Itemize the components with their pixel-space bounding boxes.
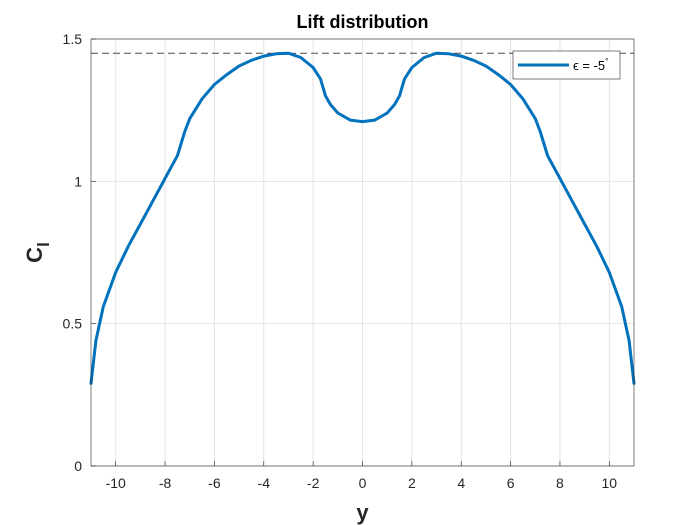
y-tick-label: 1.5: [63, 31, 83, 47]
x-tick-label: 10: [602, 475, 618, 491]
y-tick-label: 0.5: [63, 316, 83, 332]
x-tick-label: -8: [159, 475, 172, 491]
y-tick-label: 1: [74, 173, 82, 189]
x-tick-label: 6: [507, 475, 515, 491]
x-tick-label: 0: [359, 475, 367, 491]
x-tick-label: -4: [258, 475, 271, 491]
legend-label: ϵ = -5°: [573, 57, 608, 73]
y-tick-label: 0: [74, 458, 82, 474]
x-tick-label: 8: [556, 475, 564, 491]
series-layer: [89, 51, 636, 385]
y-axis-label-main: C: [22, 247, 47, 263]
x-tick-label: -2: [307, 475, 320, 491]
x-tick-label: -10: [106, 475, 126, 491]
axis-ticks: -10 -8 -6 -4 -2 0 2 4 6 8 10 0 0.5 1 1.5: [63, 31, 618, 491]
legend-label-degree: °: [605, 57, 608, 66]
y-axis-label: Cl: [22, 242, 53, 263]
legend-label-text: ϵ = -5: [573, 58, 605, 73]
y-axis-label-group: Cl: [22, 242, 53, 263]
x-tick-label: 4: [457, 475, 465, 491]
y-axis-label-subscript: l: [34, 242, 53, 247]
series-line: [89, 51, 636, 385]
x-tick-label: 2: [408, 475, 416, 491]
x-axis-label: y: [356, 500, 369, 525]
legend: ϵ = -5°: [512, 50, 621, 80]
chart-title: Lift distribution: [297, 12, 429, 32]
x-tick-label: -6: [208, 475, 221, 491]
